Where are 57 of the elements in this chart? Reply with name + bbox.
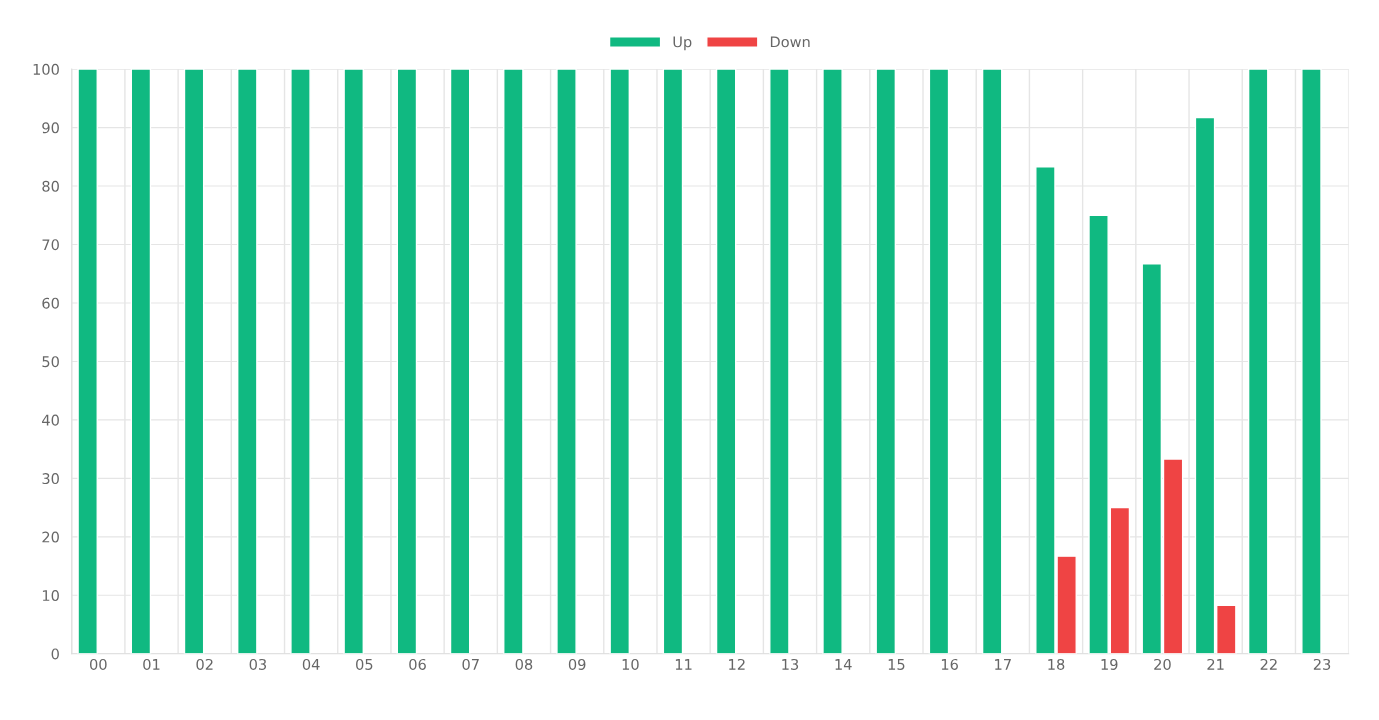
bar [77, 69, 98, 654]
x-tick-label: 11 [675, 659, 692, 670]
x-tick-label: 03 [249, 658, 267, 670]
x-tick-label: 18 [1048, 658, 1065, 670]
bar [715, 69, 737, 654]
bar [1247, 69, 1269, 654]
x-tick-label: 20 [1154, 658, 1171, 670]
x-tick-label: 09 [568, 658, 586, 670]
bar [130, 69, 152, 654]
y-tick-label: 100 [33, 63, 59, 75]
y-tick-label: 10 [42, 590, 59, 602]
y-tick-label: 30 [42, 473, 59, 485]
bar [875, 69, 897, 654]
bar [822, 69, 843, 654]
x-tick-label: 10 [622, 658, 639, 670]
bar [237, 69, 258, 654]
x-tick-label: 21 [1207, 658, 1224, 670]
bar [556, 69, 577, 654]
y-tick-label: 80 [42, 180, 59, 192]
x-tick-label: 00 [89, 658, 107, 670]
y-tick-label: 60 [42, 297, 59, 309]
bar [662, 69, 684, 654]
y-tick-label: 40 [42, 414, 59, 426]
legend-label: Up [673, 36, 692, 51]
bar [449, 69, 471, 654]
y-tick-label: 70 [42, 239, 59, 251]
bar [769, 69, 790, 654]
x-tick-label: 05 [356, 658, 373, 670]
x-tick-label: 08 [515, 658, 533, 670]
y-tick-label: 0 [51, 648, 59, 660]
bar [503, 69, 524, 654]
bar [928, 69, 950, 654]
legend-label: Down [770, 36, 810, 48]
bar [183, 69, 205, 654]
bar [609, 69, 631, 654]
x-tick-label: 13 [782, 658, 799, 670]
y-tick-label: 50 [42, 356, 59, 368]
x-tick-label: 23 [1313, 658, 1331, 670]
x-tick-label: 07 [462, 658, 479, 670]
x-tick-label: 12 [729, 658, 745, 670]
x-tick-label: 04 [302, 658, 320, 670]
x-tick-label: 06 [409, 658, 426, 670]
bar [396, 69, 418, 654]
bar [343, 69, 364, 654]
x-tick-label: 15 [888, 659, 905, 670]
bar [1301, 69, 1322, 654]
bar [290, 69, 311, 654]
x-tick-label: 19 [1101, 658, 1118, 670]
x-tick-label: 14 [835, 659, 852, 670]
x-tick-label: 16 [941, 658, 958, 670]
x-tick-label: 22 [1260, 658, 1277, 670]
x-tick-label: 01 [143, 658, 160, 670]
x-tick-label: 17 [995, 659, 1011, 670]
bar [981, 69, 1003, 654]
y-tick-label: 20 [42, 531, 59, 543]
y-tick-label: 90 [42, 122, 59, 134]
x-tick-label: 02 [196, 658, 213, 670]
